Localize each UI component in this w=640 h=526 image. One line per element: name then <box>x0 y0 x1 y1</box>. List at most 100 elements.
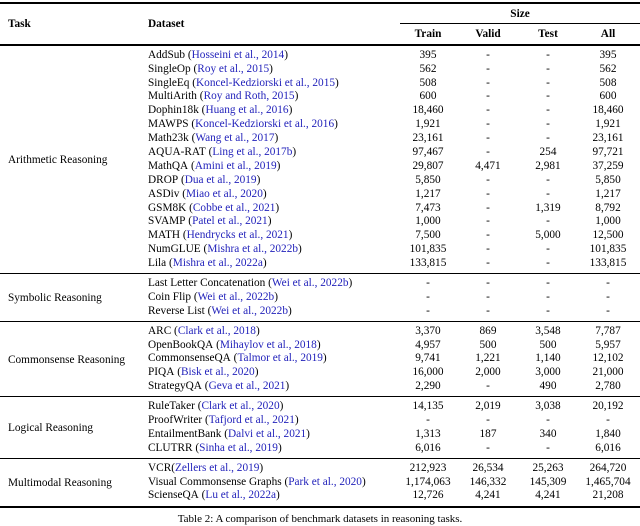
paren-close: ) <box>262 257 267 270</box>
citation-link[interactable]: Huang et al., 2016 <box>205 104 289 117</box>
citation-link[interactable]: Koncel-Kedziorski et al., 2016 <box>195 118 335 131</box>
dataset-cell: ARC (Clark et al., 2018) <box>145 320 400 339</box>
size-train-value: 1,174,063 <box>405 475 451 488</box>
paren-close: ) <box>267 215 272 228</box>
size-all-value: 37,259 <box>592 159 624 172</box>
size-train-value: - <box>400 273 456 291</box>
paren-open: ( <box>180 229 187 242</box>
citation-link[interactable]: Roy and Roth, 2015 <box>203 90 295 103</box>
dataset-cell: Lila (Mishra et al., 2022a) <box>145 257 400 274</box>
size-valid-value: - <box>486 380 490 393</box>
size-valid-value: - <box>486 145 490 158</box>
size-valid-value: 4,471 <box>475 159 501 172</box>
citation-link[interactable]: Miao et al., 2020 <box>185 187 263 200</box>
dataset-name: ASDiv <box>148 187 180 200</box>
citation-link[interactable]: Dua et al., 2019 <box>184 173 257 186</box>
dataset-cell: SingleOp (Roy et al., 2015) <box>145 62 400 76</box>
citation-link[interactable]: Geva et al., 2021 <box>208 380 286 393</box>
size-test-value: 25,263 <box>520 457 576 476</box>
size-all-value: 18,460 <box>592 104 624 117</box>
citation-link[interactable]: Ling et al., 2017b <box>212 145 293 158</box>
size-train-value: 133,815 <box>409 257 447 270</box>
dataset-cell: Reverse List (Wei et al., 2022b) <box>145 305 400 322</box>
citation-link[interactable]: Koncel-Kedziorski et al., 2015 <box>196 76 335 89</box>
size-test-value: - <box>546 62 550 75</box>
citation-link[interactable]: Wang et al., 2017 <box>195 132 275 145</box>
dataset-cell: ASDiv (Miao et al., 2020) <box>145 187 400 201</box>
table-row: Lila (Mishra et al., 2022a) 133,815 - - 133,… <box>0 257 640 274</box>
table-row: SingleOp (Roy et al., 2015) 562 - - 562 <box>0 62 640 76</box>
size-train-value: 508 <box>419 76 437 89</box>
citation-link[interactable]: Wei et al., 2022b <box>211 304 288 317</box>
size-train-value: 29,807 <box>412 159 444 172</box>
citation-link[interactable]: Hendrycks et al., 2021 <box>186 229 289 242</box>
dataset-name: OpenBookQA <box>148 338 214 351</box>
dataset-name: RuleTaker <box>148 400 195 413</box>
citation-link[interactable]: Park et al., 2020 <box>288 475 362 488</box>
dataset-cell: SingleEq (Koncel-Kedziorski et al., 2015… <box>145 76 400 90</box>
citation-link[interactable]: Patel et al., 2021 <box>192 215 268 228</box>
task-label: Commonsense Reasoning <box>0 320 145 397</box>
citation-link[interactable]: Mishra et al., 2022b <box>207 243 298 256</box>
size-all-value: 133,815 <box>589 257 627 270</box>
size-test-value: 4,241 <box>535 489 561 502</box>
size-all-value: 8,792 <box>595 201 621 214</box>
size-all-value: 5,850 <box>595 173 621 186</box>
paren-open: ( <box>178 173 185 186</box>
citation-link[interactable]: Wei et al., 2022b <box>197 290 275 303</box>
table-row: Reverse List (Wei et al., 2022b) - - - - <box>0 305 640 322</box>
citation-link[interactable]: Lu et al., 2022a <box>205 489 277 502</box>
size-train-value: 4,957 <box>415 338 441 351</box>
citation-link[interactable]: Bisk et al., 2020 <box>180 366 255 379</box>
size-valid-value: - <box>486 215 490 228</box>
table-row: ProofWriter (Tafjord et al., 2021) - - - - <box>0 414 640 428</box>
citation-link[interactable]: Tafjord et al., 2021 <box>208 414 295 426</box>
citation-link[interactable]: Clark et al., 2020 <box>201 400 280 413</box>
size-test-value: - <box>546 104 550 117</box>
size-valid-value: 26,534 <box>456 457 520 476</box>
size-test-value: - <box>546 132 550 145</box>
dataset-cell: SVAMP (Patel et al., 2021) <box>145 215 400 229</box>
size-test-value: - <box>546 173 550 186</box>
table-row: MATH (Hendrycks et al., 2021) 7,500 - 5,000… <box>0 229 640 243</box>
paren-close: ) <box>361 475 366 488</box>
dataset-cell: EntailmentBank (Dalvi et al., 2021) <box>145 428 400 442</box>
citation-link[interactable]: Cobbe et al., 2021 <box>192 201 276 214</box>
dataset-name: MATH <box>148 229 181 242</box>
dataset-cell: CLUTRR (Sinha et al., 2019) <box>145 442 400 459</box>
citation-link[interactable]: Zellers et al., 2019 <box>175 461 260 474</box>
paren-close: ) <box>279 400 284 413</box>
citation-link[interactable]: Mihaylov et al., 2018 <box>219 338 317 351</box>
size-all-value: 600 <box>599 90 617 103</box>
citation-link[interactable]: Clark et al., 2018 <box>177 324 256 337</box>
size-valid-value: - <box>486 201 490 214</box>
size-test-value: - <box>546 290 550 303</box>
size-valid-value: 4,241 <box>475 489 501 502</box>
table-row: OpenBookQA (Mihaylov et al., 2018) 4,957 5… <box>0 338 640 352</box>
size-all-value: 2,780 <box>595 380 621 393</box>
task-label: Symbolic Reasoning <box>0 273 145 322</box>
citation-link[interactable]: Wei et al., 2022b <box>271 276 349 289</box>
size-test-value: 1,319 <box>535 201 561 214</box>
dataset-name: Lila <box>148 257 167 270</box>
citation-link[interactable]: Talmor et al., 2019 <box>237 352 323 365</box>
size-valid-value: - <box>486 132 490 145</box>
citation-link[interactable]: Mishra et al., 2022a <box>172 257 263 270</box>
size-all-value: 21,208 <box>592 489 624 502</box>
col-header-task: Task <box>0 3 145 46</box>
size-all-value: - <box>606 414 610 426</box>
dataset-name: Dophin18k <box>148 104 199 117</box>
size-train-value: 1,000 <box>415 215 441 228</box>
citation-link[interactable]: Sinha et al., 2019 <box>199 441 278 454</box>
citation-link[interactable]: Amini et al., 2019 <box>194 159 277 172</box>
size-test-value: 340 <box>539 427 557 440</box>
size-train-value: 600 <box>419 90 437 103</box>
paren-close: ) <box>292 145 297 158</box>
task-label: Multimodal Reasoning <box>0 457 145 507</box>
dataset-name: ProofWriter <box>148 414 203 426</box>
citation-link[interactable]: Dalvi et al., 2021 <box>228 427 307 440</box>
citation-link[interactable]: Hosseini et al., 2014 <box>191 48 285 61</box>
size-valid-value: - <box>486 257 490 270</box>
citation-link[interactable]: Roy et al., 2015 <box>197 62 270 75</box>
size-all-value: 6,016 <box>595 441 621 454</box>
